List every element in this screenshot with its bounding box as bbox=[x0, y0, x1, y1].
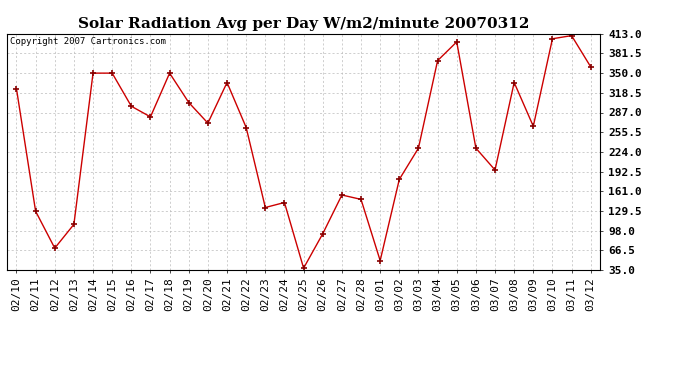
Text: Copyright 2007 Cartronics.com: Copyright 2007 Cartronics.com bbox=[10, 37, 166, 46]
Title: Solar Radiation Avg per Day W/m2/minute 20070312: Solar Radiation Avg per Day W/m2/minute … bbox=[78, 17, 529, 31]
